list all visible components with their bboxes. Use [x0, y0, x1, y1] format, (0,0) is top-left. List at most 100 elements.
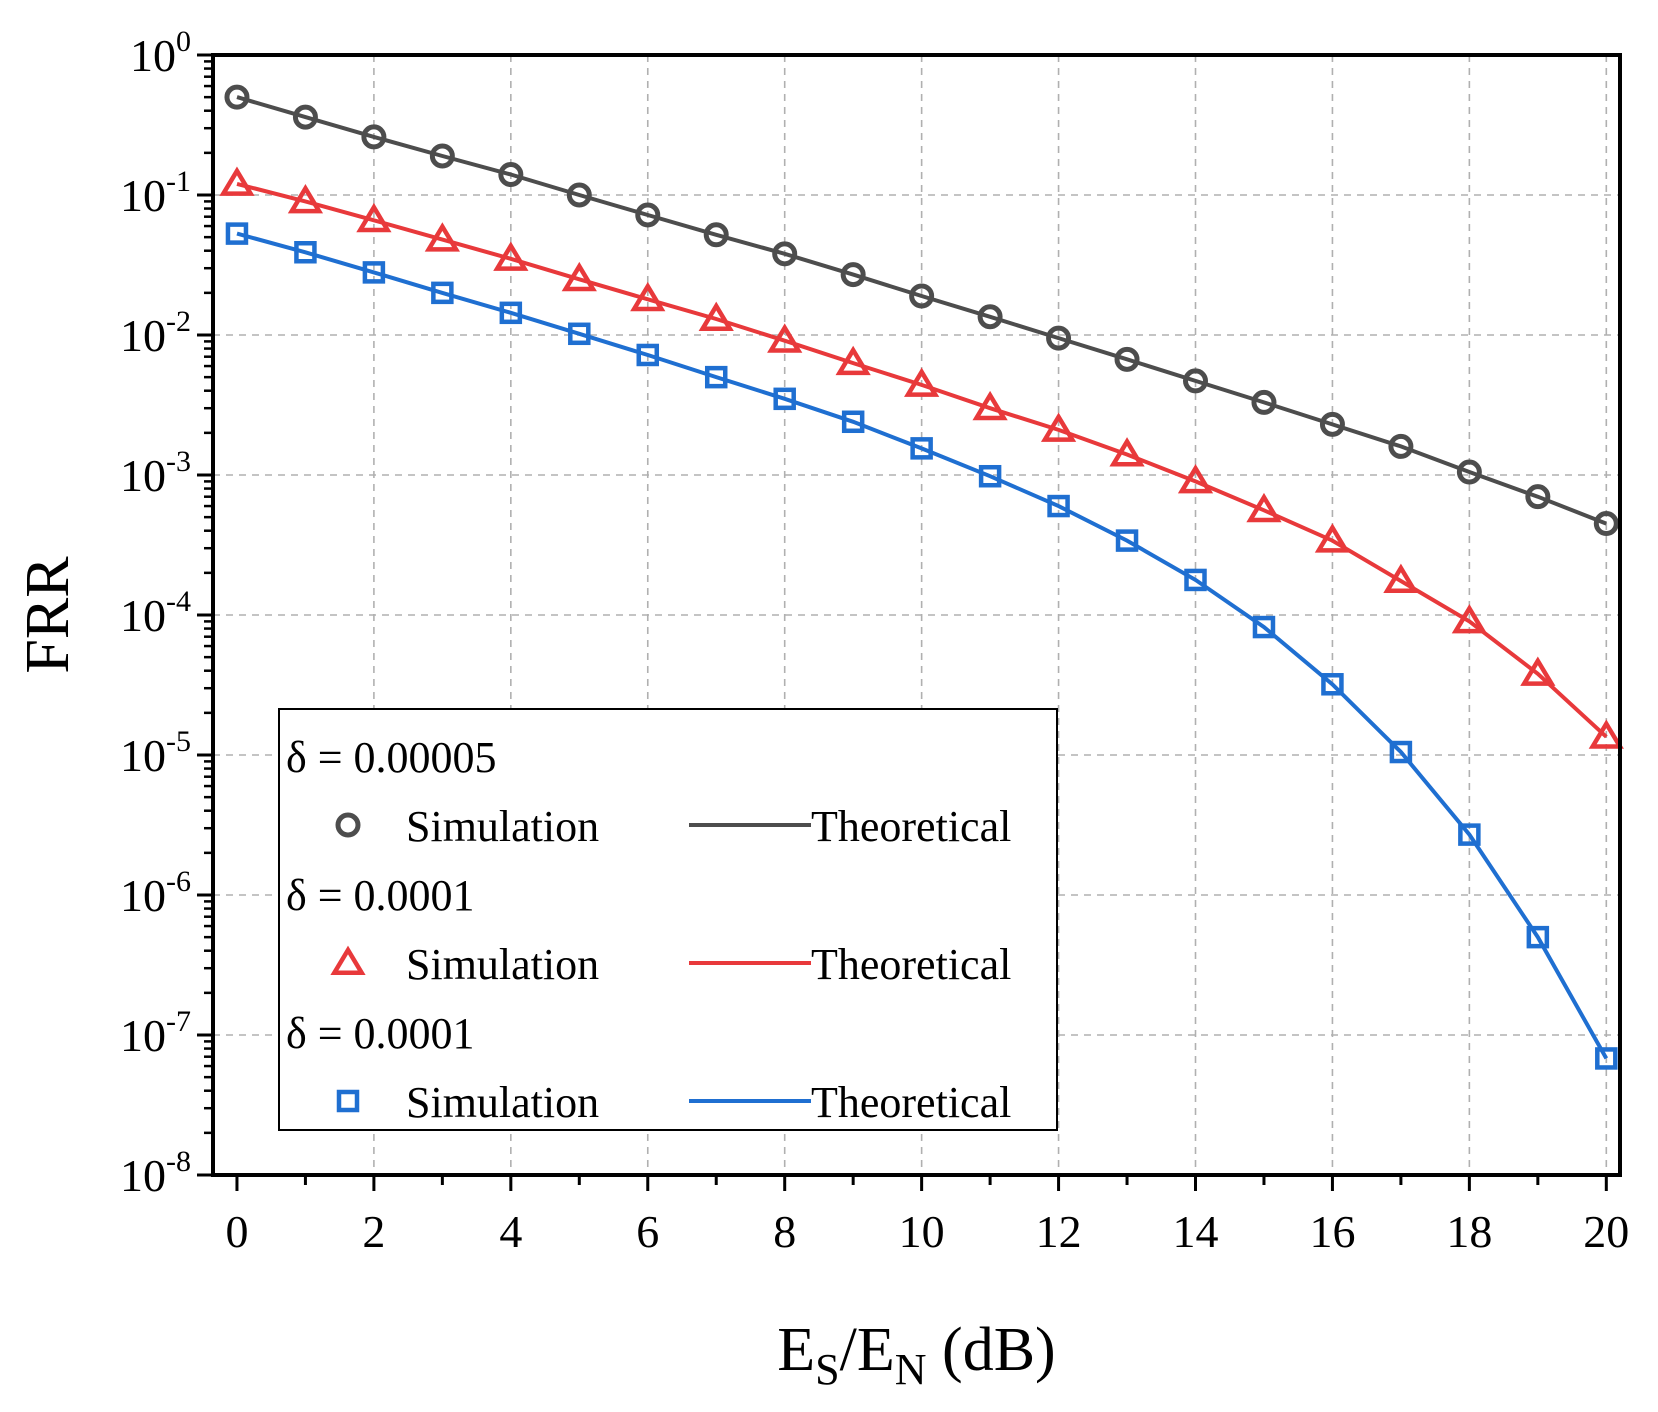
data-point [361, 124, 387, 150]
data-point [1040, 412, 1077, 442]
data-point [219, 166, 255, 196]
data-point [909, 283, 935, 309]
data-point [1252, 615, 1276, 639]
data-point [566, 182, 592, 208]
series-line [236, 231, 1609, 1060]
x-axis-label: ES/EN (dB) [777, 1316, 1055, 1394]
axes-layer [197, 53, 1622, 1191]
data-point [561, 261, 597, 292]
legend-header: δ = 0.0001 [286, 1009, 475, 1058]
data-point [1451, 604, 1487, 634]
data-point [1047, 494, 1070, 518]
data-point [1593, 511, 1619, 537]
legend-theo-label: Theoretical [811, 940, 1011, 989]
data-point [977, 304, 1003, 330]
data-point [1114, 346, 1140, 372]
legend-header: δ = 0.0001 [286, 871, 475, 920]
legend-sim-label: Simulation [406, 802, 599, 851]
data-point [1184, 568, 1207, 592]
data-point [635, 202, 661, 228]
y-tick-label: 10-6 [120, 865, 191, 921]
data-point [498, 162, 524, 188]
data-point [356, 202, 392, 233]
x-tick-label: 10 [899, 1206, 945, 1257]
legend-sim-label: Simulation [406, 940, 599, 989]
data-point [431, 281, 454, 305]
data-point [1177, 464, 1214, 494]
y-tick-label: 100 [130, 25, 191, 81]
x-tick-label: 16 [1309, 1206, 1355, 1257]
legend-theo-label: Theoretical [811, 1078, 1011, 1127]
data-point [1319, 411, 1345, 437]
data-point [336, 1089, 360, 1113]
data-point [835, 345, 871, 376]
series-2 [219, 166, 1624, 749]
data-point [978, 464, 1002, 488]
data-point [636, 343, 660, 367]
data-point [1314, 523, 1351, 553]
y-tick-label: 10-3 [120, 445, 191, 501]
series-line [236, 181, 1608, 739]
x-tick-label: 18 [1446, 1206, 1492, 1257]
data-point [972, 390, 1008, 421]
data-point [841, 410, 865, 434]
x-tick-label: 2 [362, 1206, 385, 1257]
data-point [424, 222, 460, 252]
data-point [767, 323, 803, 353]
data-point [224, 84, 250, 110]
legend-sim-label: Simulation [406, 1078, 599, 1127]
data-point [1251, 389, 1277, 415]
data-point [1456, 459, 1482, 485]
legend-header: δ = 0.00005 [286, 733, 497, 782]
data-point [1595, 1047, 1618, 1070]
data-point [335, 812, 361, 838]
data-point [1046, 325, 1072, 351]
data-point [330, 945, 366, 975]
legend-box [278, 708, 1058, 1131]
data-point [1388, 433, 1414, 459]
data-point [773, 387, 796, 411]
data-point [703, 222, 729, 248]
data-point [904, 367, 940, 397]
data-point [1115, 529, 1139, 552]
data-point [910, 437, 933, 460]
data-point [772, 241, 798, 267]
data-point [704, 365, 728, 389]
y-tick-label: 10-7 [120, 1005, 191, 1061]
data-point [568, 322, 591, 346]
data-point [294, 241, 317, 264]
series-1 [224, 84, 1619, 537]
x-tick-label: 6 [636, 1206, 659, 1257]
series-line [236, 95, 1608, 526]
y-tick-label: 10-8 [120, 1145, 191, 1201]
data-point [1588, 719, 1624, 749]
data-point [362, 261, 386, 284]
data-point [1321, 673, 1344, 696]
data-point [1525, 484, 1551, 510]
x-tick-label: 20 [1583, 1206, 1629, 1257]
data-point [225, 222, 249, 245]
y-tick-label: 10-4 [120, 585, 191, 641]
y-axis-label: FRR [14, 556, 82, 674]
data-point [499, 301, 523, 325]
data-point [292, 104, 318, 130]
y-tick-label: 10-5 [120, 725, 191, 781]
data-point [1458, 823, 1481, 846]
y-tick-label: 10-1 [120, 165, 191, 221]
x-tick-label: 0 [225, 1206, 248, 1257]
data-point [840, 262, 866, 288]
labels-layer: 0 2 4 6 8 10 12 14 16 18 20 100 10-1 10-2 10-3 10-4 10-5… [14, 25, 1629, 1394]
y-tick-label: 10-2 [120, 305, 191, 361]
data-point [493, 241, 529, 271]
series-3 [225, 222, 1618, 1070]
legend: δ = 0.00005 Simulation Theoretical δ = 0.00… [278, 708, 1058, 1131]
legend-theo-label: Theoretical [811, 802, 1011, 851]
data-point [429, 143, 455, 169]
data-point [1520, 656, 1556, 686]
data-point [1389, 740, 1413, 764]
data-point [630, 281, 666, 312]
data-point [287, 184, 324, 214]
x-tick-label: 14 [1173, 1206, 1219, 1257]
